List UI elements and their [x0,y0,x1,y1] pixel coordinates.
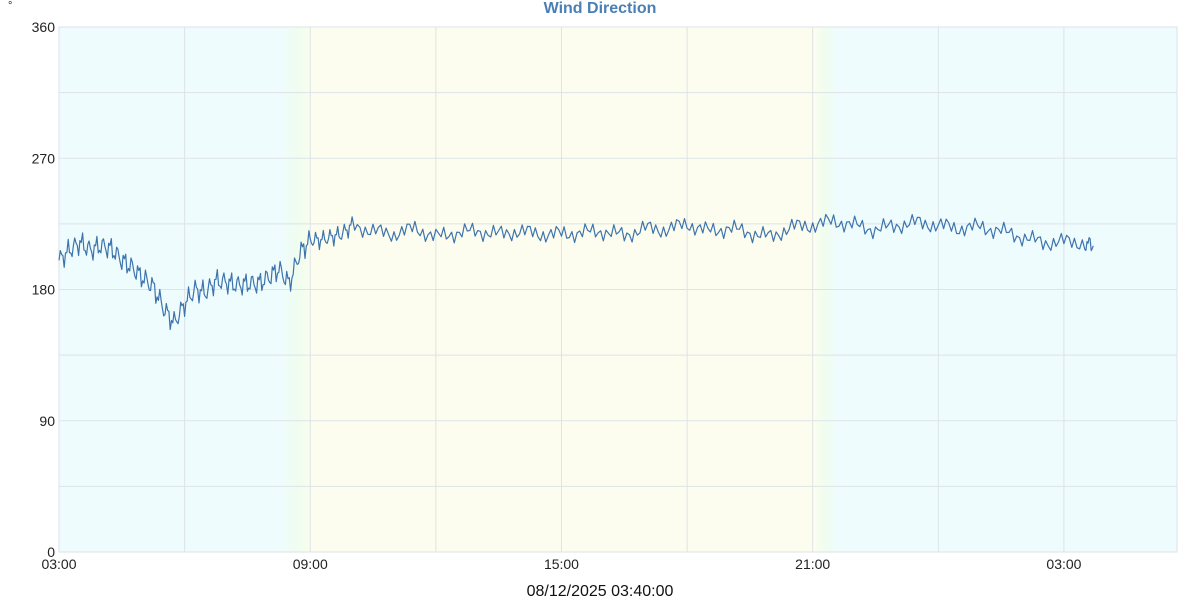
timestamp-label: 08/12/2025 03:40:00 [526,583,674,600]
y-tick-label: 0 [47,544,55,560]
y-axis-unit-label: ° [8,0,13,12]
plot-border [58,26,1178,553]
x-tick-label: 21:00 [795,556,830,572]
y-tick-label: 180 [32,282,56,298]
x-tick-label: 09:00 [293,556,328,572]
y-tick-label: 90 [39,413,55,429]
x-tick-label: 03:00 [41,556,76,572]
y-tick-label: 360 [32,19,56,35]
y-tick-label: 270 [32,150,56,166]
wind-direction-series-line [58,213,1094,331]
chart-title: Wind Direction [543,0,657,17]
x-tick-label: 15:00 [544,556,579,572]
x-tick-label: 03:00 [1046,556,1081,572]
